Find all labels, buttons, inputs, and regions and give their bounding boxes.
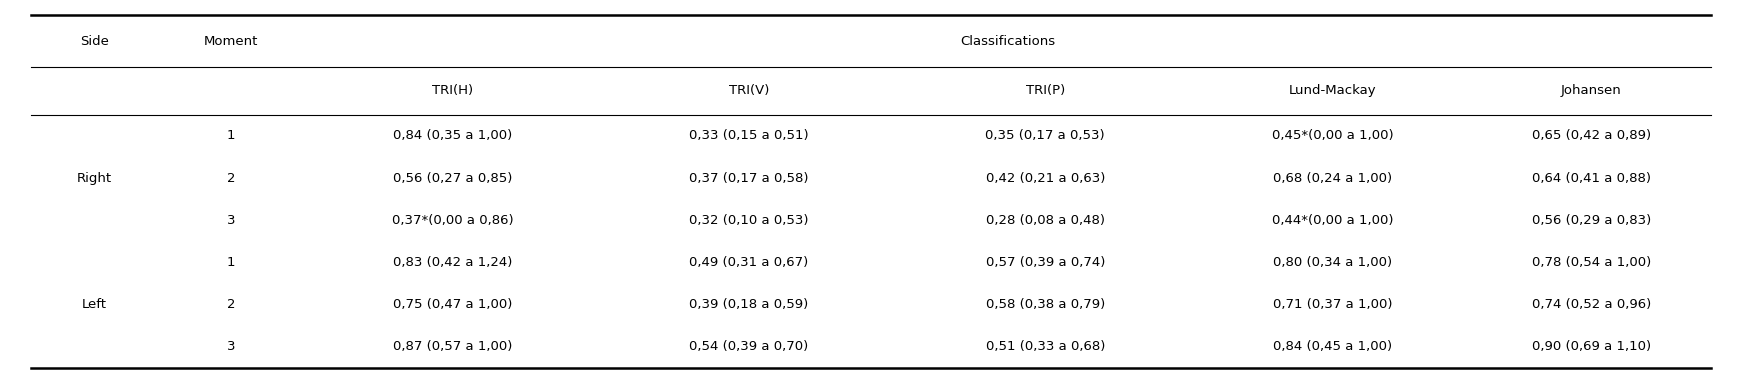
Text: Johansen: Johansen (1561, 85, 1622, 97)
Text: 0,44*(0,00 a 1,00): 0,44*(0,00 a 1,00) (1272, 214, 1394, 227)
Text: 0,78 (0,54 a 1,00): 0,78 (0,54 a 1,00) (1531, 256, 1651, 269)
Text: 1: 1 (226, 129, 235, 142)
Text: 0,71 (0,37 a 1,00): 0,71 (0,37 a 1,00) (1273, 298, 1392, 311)
Text: 0,35 (0,17 a 0,53): 0,35 (0,17 a 0,53) (986, 129, 1104, 142)
Text: Right: Right (77, 172, 111, 185)
Text: 0,84 (0,35 a 1,00): 0,84 (0,35 a 1,00) (394, 129, 512, 142)
Text: 2: 2 (226, 172, 235, 185)
Text: 3: 3 (226, 340, 235, 353)
Text: 0,49 (0,31 a 0,67): 0,49 (0,31 a 0,67) (690, 256, 808, 269)
Text: 0,90 (0,69 a 1,10): 0,90 (0,69 a 1,10) (1531, 340, 1651, 353)
Text: 0,56 (0,27 a 0,85): 0,56 (0,27 a 0,85) (394, 172, 512, 185)
Text: 0,39 (0,18 a 0,59): 0,39 (0,18 a 0,59) (690, 298, 808, 311)
Text: 2: 2 (226, 298, 235, 311)
Text: 0,75 (0,47 a 1,00): 0,75 (0,47 a 1,00) (394, 298, 512, 311)
Text: 0,57 (0,39 a 0,74): 0,57 (0,39 a 0,74) (986, 256, 1104, 269)
Text: TRI(P): TRI(P) (1026, 85, 1064, 97)
Text: 0,37*(0,00 a 0,86): 0,37*(0,00 a 0,86) (392, 214, 514, 227)
Text: 1: 1 (226, 256, 235, 269)
Text: 0,87 (0,57 a 1,00): 0,87 (0,57 a 1,00) (394, 340, 512, 353)
Text: 0,74 (0,52 a 0,96): 0,74 (0,52 a 0,96) (1531, 298, 1651, 311)
Text: 3: 3 (226, 214, 235, 227)
Text: 0,65 (0,42 a 0,89): 0,65 (0,42 a 0,89) (1531, 129, 1651, 142)
Text: 0,84 (0,45 a 1,00): 0,84 (0,45 a 1,00) (1273, 340, 1392, 353)
Text: 0,80 (0,34 a 1,00): 0,80 (0,34 a 1,00) (1273, 256, 1392, 269)
Text: 0,28 (0,08 a 0,48): 0,28 (0,08 a 0,48) (986, 214, 1104, 227)
Text: Lund-Mackay: Lund-Mackay (1289, 85, 1376, 97)
Text: 0,68 (0,24 a 1,00): 0,68 (0,24 a 1,00) (1273, 172, 1392, 185)
Text: 0,54 (0,39 a 0,70): 0,54 (0,39 a 0,70) (690, 340, 808, 353)
Text: 0,37 (0,17 a 0,58): 0,37 (0,17 a 0,58) (690, 172, 808, 185)
Text: 0,64 (0,41 a 0,88): 0,64 (0,41 a 0,88) (1531, 172, 1651, 185)
Text: 0,45*(0,00 a 1,00): 0,45*(0,00 a 1,00) (1272, 129, 1394, 142)
Text: Classifications: Classifications (960, 35, 1056, 47)
Text: 0,32 (0,10 a 0,53): 0,32 (0,10 a 0,53) (690, 214, 808, 227)
Text: Left: Left (82, 298, 106, 311)
Text: 0,83 (0,42 a 1,24): 0,83 (0,42 a 1,24) (394, 256, 512, 269)
Text: TRI(H): TRI(H) (432, 85, 474, 97)
Text: Side: Side (80, 35, 108, 47)
Text: 0,51 (0,33 a 0,68): 0,51 (0,33 a 0,68) (986, 340, 1104, 353)
Text: Moment: Moment (204, 35, 258, 47)
Text: 0,56 (0,29 a 0,83): 0,56 (0,29 a 0,83) (1531, 214, 1651, 227)
Text: 0,58 (0,38 a 0,79): 0,58 (0,38 a 0,79) (986, 298, 1104, 311)
Text: 0,33 (0,15 a 0,51): 0,33 (0,15 a 0,51) (690, 129, 808, 142)
Text: 0,42 (0,21 a 0,63): 0,42 (0,21 a 0,63) (986, 172, 1104, 185)
Text: TRI(V): TRI(V) (728, 85, 770, 97)
